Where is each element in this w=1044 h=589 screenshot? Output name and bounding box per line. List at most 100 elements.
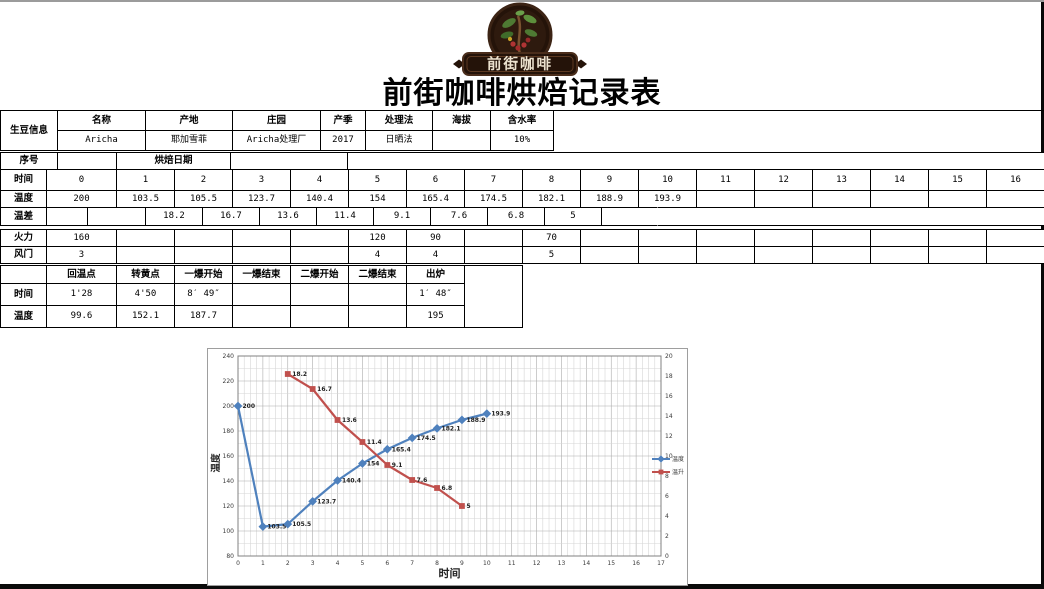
right-axis-tick: 0 (665, 553, 669, 560)
damper-cell (638, 246, 697, 264)
left-axis-tick: 160 (223, 453, 235, 460)
temp-cell: 154 (348, 190, 407, 208)
left-axis-labels: 240 220 200 180 160 140 120 100 80 (223, 353, 235, 560)
empty-cell (57, 152, 117, 170)
table-top-rule (553, 110, 1044, 111)
top-border-line (0, 0, 1044, 2)
heat-cell (638, 229, 697, 247)
heat-cell (116, 229, 175, 247)
damper-cell (174, 246, 233, 264)
right-axis-tick: 12 (665, 433, 673, 440)
x-axis-tick: 14 (583, 560, 591, 567)
milestone-header-cell: 转黄点 (116, 265, 175, 284)
damper-row-label: 风门 (0, 246, 47, 264)
bean-info-value-cell: Aricha处理厂 (232, 130, 321, 151)
page-title: 前街咖啡烘焙记录表 (382, 76, 662, 111)
data-point-label: 154 (367, 461, 380, 468)
x-axis-tick: 3 (311, 560, 315, 567)
heat-cell (174, 229, 233, 247)
data-point-marker (334, 417, 341, 423)
milestone-time-cell: 1′ 48″ (406, 283, 465, 306)
time-cell: 4 (290, 169, 349, 191)
milestone-time-cell: 4'50 (116, 283, 175, 306)
time-cell: 6 (406, 169, 465, 191)
data-point-label: 9.1 (392, 462, 403, 469)
right-axis-tick: 20 (665, 353, 673, 360)
milestone-header-cell: 二爆开始 (290, 265, 349, 284)
empty-cell (46, 207, 88, 226)
damper-cell (696, 246, 755, 264)
y-axis-title: 温度 (210, 453, 222, 473)
time-cell: 14 (870, 169, 929, 191)
milestone-temp-cell: 195 (406, 305, 465, 328)
left-axis-tick: 200 (223, 403, 235, 410)
legend-label: 温度 (672, 455, 684, 463)
diff-cell: 13.6 (259, 207, 317, 226)
temp-cell: 193.9 (638, 190, 697, 208)
time-row-label: 时间 (0, 169, 47, 191)
milestone-time-cell (232, 283, 291, 306)
heat-cell (696, 229, 755, 247)
milestone-time-cell: 1'28 (46, 283, 117, 306)
milestone-temp-cell: 152.1 (116, 305, 175, 328)
x-axis-tick: 7 (410, 560, 414, 567)
chart-svg: 2402202001801601401201008020181614121086… (210, 353, 684, 580)
x-axis-tick: 11 (508, 560, 516, 567)
bean-info-value-cell: 2017 (320, 130, 366, 151)
heat-cell (754, 229, 813, 247)
empty-cell (87, 207, 146, 226)
damper-cell (986, 246, 1044, 264)
heat-cell (464, 229, 523, 247)
damper-cell: 3 (46, 246, 117, 264)
data-point-label: 16.7 (317, 386, 332, 393)
data-point-label: 193.9 (491, 411, 510, 418)
roast-curve-chart: 240 220 200 180 160 140 120 100 80 20 18 16 14 12 10 8 6… (207, 348, 688, 586)
temp-cell (986, 190, 1044, 208)
data-point-marker (457, 415, 467, 425)
series-temp-line: 200 103.5 105.5 123.7 140.4 154 165.4 174.5 182.… (233, 401, 510, 532)
temp-cell: 105.5 (174, 190, 233, 208)
heat-cell (986, 229, 1044, 247)
time-cell: 13 (812, 169, 871, 191)
data-point-label: 105.5 (292, 521, 311, 528)
right-axis-tick: 16 (665, 393, 673, 400)
time-cell: 0 (46, 169, 117, 191)
data-point-marker (358, 459, 367, 468)
time-cell: 7 (464, 169, 523, 191)
diff-row-filler (657, 207, 1044, 226)
legend-label: 温升 (672, 468, 684, 476)
data-point-label: 6.8 (442, 485, 453, 492)
bean-info-value-cell: 耶加雪菲 (145, 130, 233, 151)
heat-row-label: 火力 (0, 229, 47, 247)
milestone-header-cell: 回温点 (46, 265, 117, 284)
data-point-marker (233, 401, 243, 411)
coffee-plant-emblem-icon (487, 2, 553, 68)
data-point-marker (284, 371, 291, 377)
time-cell: 8 (522, 169, 581, 191)
temp-cell (696, 190, 755, 208)
x-axis-tick: 13 (558, 560, 566, 567)
left-axis-tick: 240 (223, 353, 235, 360)
diff-cell: 7.6 (430, 207, 488, 226)
temp-cell (870, 190, 929, 208)
right-axis-tick: 2 (665, 533, 669, 540)
x-axis-tick: 6 (385, 560, 389, 567)
x-axis-title: 时间 (439, 566, 461, 580)
heat-cell (928, 229, 987, 247)
temp-cell: 123.7 (232, 190, 291, 208)
bean-info-header-cell: 含水率 (490, 110, 554, 131)
data-point-label: 174.5 (417, 435, 436, 442)
data-point-marker (308, 496, 318, 506)
heat-cell (290, 229, 349, 247)
time-cell: 2 (174, 169, 233, 191)
left-axis-tick: 100 (223, 528, 235, 535)
milestone-header-cell: 一爆开始 (174, 265, 233, 284)
data-point-label: 5 (466, 503, 470, 510)
damper-cell (116, 246, 175, 264)
time-cell: 11 (696, 169, 755, 191)
data-point-marker (382, 444, 392, 454)
data-point-label: 18.2 (292, 371, 307, 378)
bean-info-header-cell: 庄园 (232, 110, 321, 131)
